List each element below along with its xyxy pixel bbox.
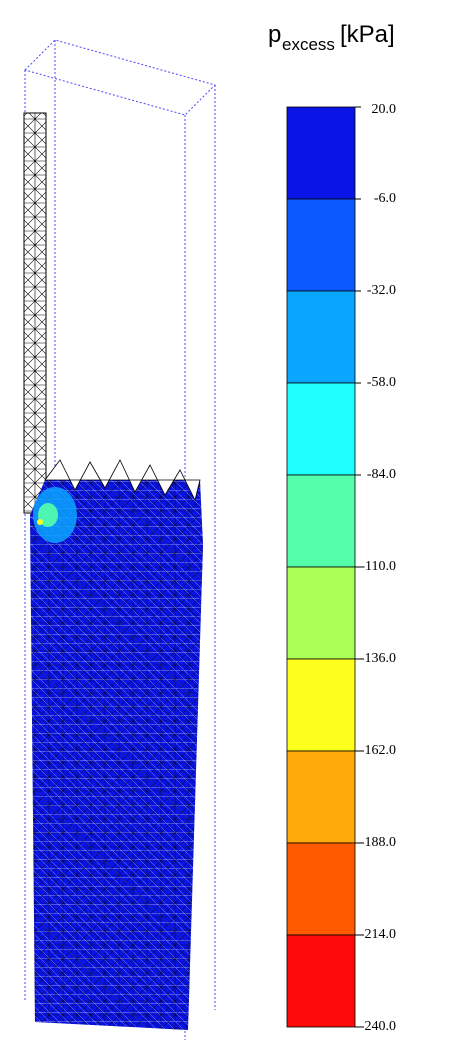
soil-mesh	[30, 480, 203, 1030]
legend-tick-label: -214.0	[360, 927, 396, 942]
legend-title: p excess [kPa]	[268, 21, 395, 54]
legend-tick-label: 20.0	[372, 102, 397, 117]
legend-band	[287, 567, 355, 659]
wall-mesh	[24, 113, 46, 513]
legend-tick-label: -188.0	[360, 835, 396, 850]
legend-band	[287, 475, 355, 567]
legend-band	[287, 843, 355, 935]
legend-band	[287, 199, 355, 291]
legend-band	[287, 383, 355, 475]
legend-title-p: p	[268, 21, 281, 48]
legend-band	[287, 935, 355, 1027]
screenshot: p excess [kPa] 20.0 -6.0 -32.0 -58.0 -84.0 -1…	[0, 0, 454, 1041]
legend-band	[287, 659, 355, 751]
legend-band	[287, 107, 355, 199]
legend-band	[287, 291, 355, 383]
legend-tick-label: -136.0	[360, 651, 396, 666]
legend-tick-label: -84.0	[367, 467, 396, 482]
legend-tick-label: -58.0	[367, 375, 396, 390]
model-view	[24, 40, 215, 1040]
legend-tick-label: -162.0	[360, 743, 396, 758]
legend-tick-label: -6.0	[374, 191, 396, 206]
legend-title-sub: excess	[282, 35, 335, 54]
legend-tick-label: -32.0	[367, 283, 396, 298]
legend-unit: [kPa]	[340, 21, 395, 48]
legend-tick-label: -110.0	[360, 559, 396, 574]
legend-tick-label: -240.0	[360, 1019, 396, 1034]
pressure-peak	[37, 519, 43, 525]
legend-band	[287, 751, 355, 843]
